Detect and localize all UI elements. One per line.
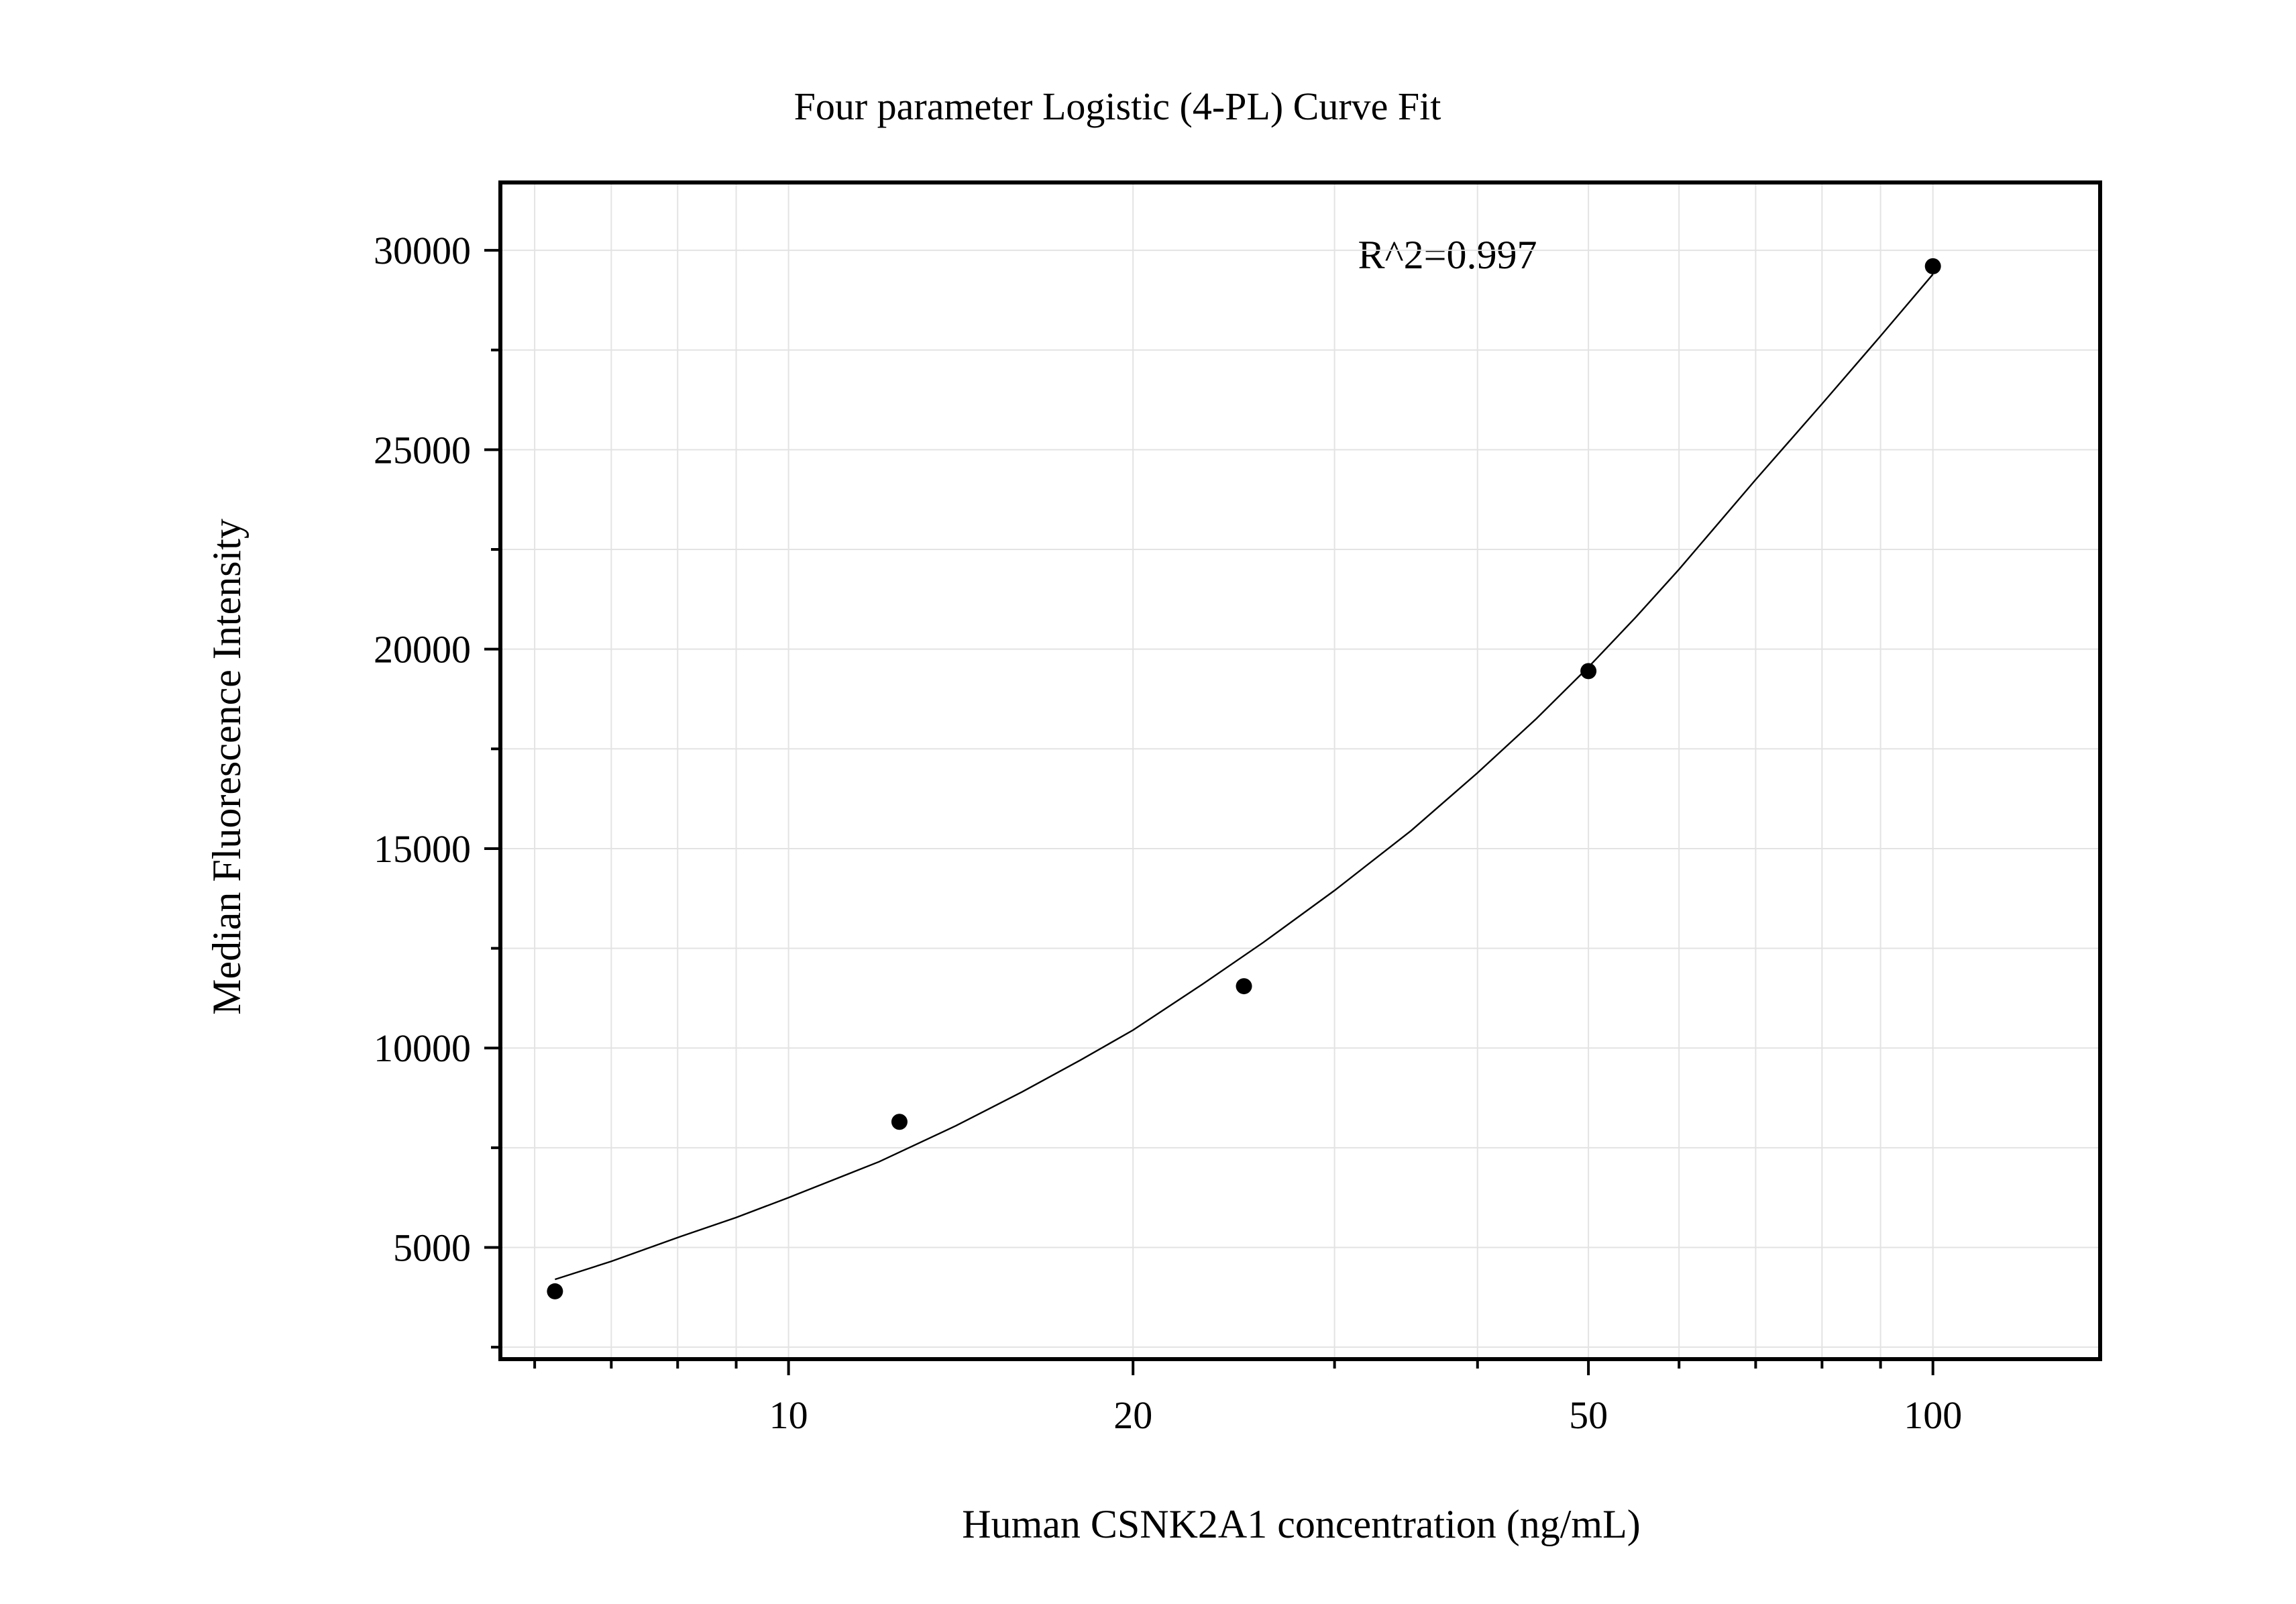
y-tick-label: 15000 xyxy=(374,827,471,871)
x-tick-label: 10 xyxy=(769,1393,808,1437)
data-point xyxy=(547,1283,563,1299)
x-tick-label: 50 xyxy=(1569,1393,1608,1437)
y-tick-label: 10000 xyxy=(374,1026,471,1070)
data-points xyxy=(547,258,1941,1299)
y-tick-label: 25000 xyxy=(374,428,471,472)
y-axis-label: Median Fluorescence Intensity xyxy=(205,519,249,1015)
fit-curve xyxy=(555,274,1934,1281)
x-tick-label: 20 xyxy=(1113,1393,1152,1437)
data-point xyxy=(1924,258,1941,274)
x-tick-label: 100 xyxy=(1904,1393,1962,1437)
r-squared-annotation: R^2=0.997 xyxy=(1358,233,1537,277)
y-axis-tick-labels: 5000 10000 15000 20000 25000 30000 xyxy=(374,229,471,1269)
chart-title: Four parameter Logistic (4-PL) Curve Fit xyxy=(794,85,1441,128)
data-point xyxy=(1236,978,1252,995)
data-point xyxy=(891,1114,908,1130)
plot-frame xyxy=(498,180,2102,1361)
grid xyxy=(500,182,2100,1359)
data-point xyxy=(1580,663,1597,680)
x-axis-label: Human CSNK2A1 concentration (ng/mL) xyxy=(962,1502,1640,1546)
y-tick-label: 5000 xyxy=(393,1226,471,1270)
y-tick-label: 30000 xyxy=(374,229,471,272)
x-axis-tick-labels: 10 20 50 100 xyxy=(769,1393,1963,1437)
y-tick-label: 20000 xyxy=(374,628,471,672)
axis-ticks xyxy=(484,249,1934,1375)
